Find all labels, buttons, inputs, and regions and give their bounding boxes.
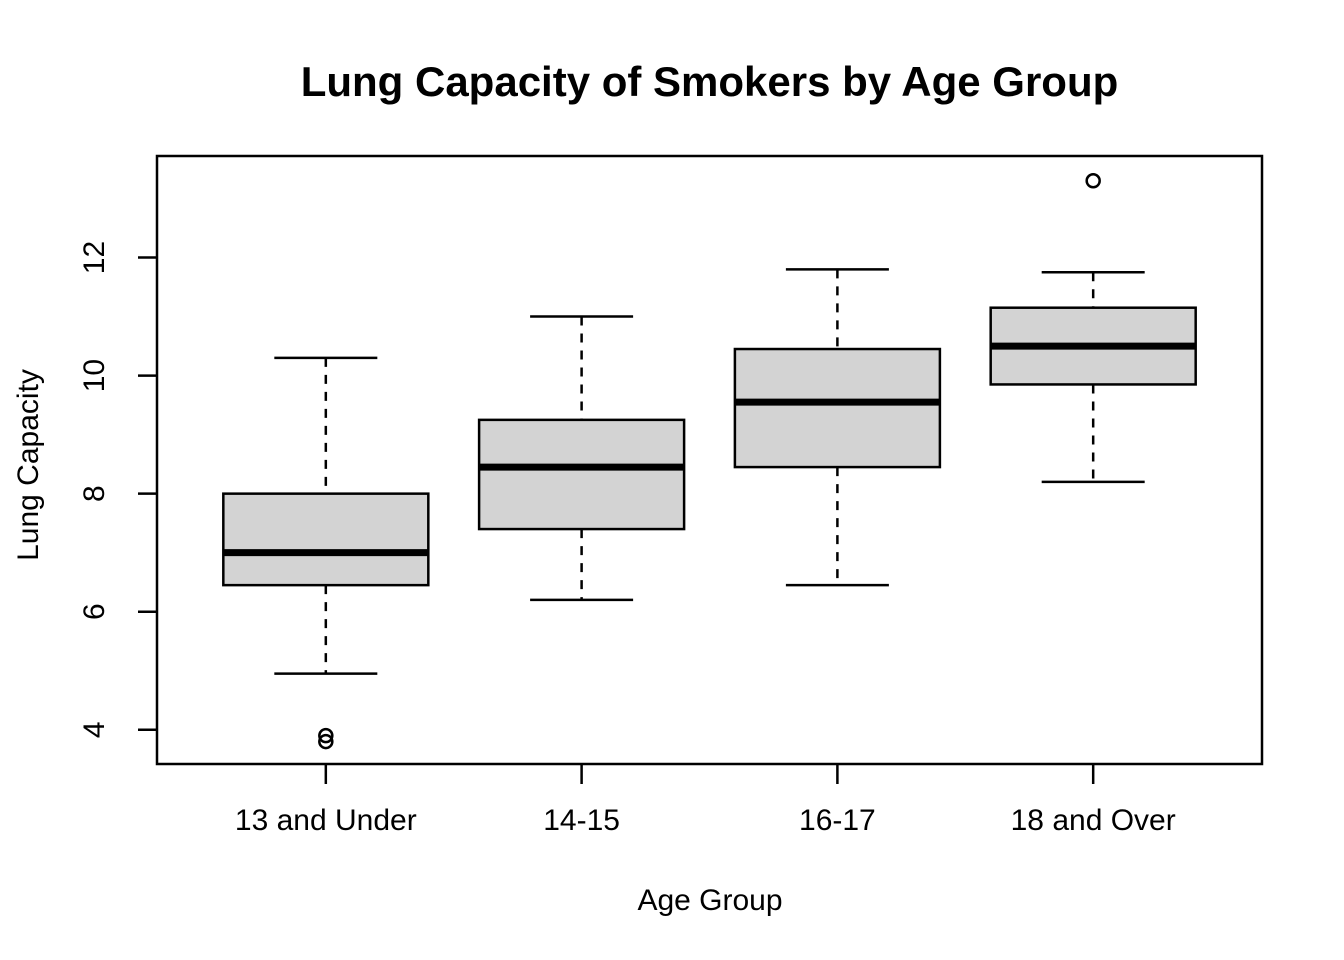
x-axis-tick-label: 16-17 (799, 804, 876, 837)
y-axis-tick-label: 10 (78, 359, 111, 392)
y-axis-tick-label: 8 (78, 485, 111, 502)
x-axis-tick-label: 18 and Over (1011, 804, 1176, 837)
box-group-3 (733, 268, 942, 587)
chart-title: Lung Capacity of Smokers by Age Group (301, 58, 1119, 105)
outlier-point (318, 733, 334, 750)
iqr-box (733, 347, 942, 469)
x-axis-tick-label: 14-15 (543, 804, 620, 837)
iqr-box (477, 418, 686, 531)
y-axis-tick-label: 6 (78, 603, 111, 620)
boxes (222, 173, 1197, 750)
x-axis-tick-label: 13 and Under (235, 804, 417, 837)
iqr-box (222, 492, 430, 587)
box-group-1 (222, 356, 430, 750)
y-axis: 4 6 8 10 12 (78, 241, 157, 738)
outlier-point (318, 727, 334, 744)
x-axis: 13 and Under 14-15 16-17 18 and Over (235, 764, 1176, 837)
y-axis-label: Lung Capacity (12, 369, 45, 561)
y-axis-tick-label: 4 (78, 721, 111, 738)
x-axis-label: Age Group (637, 884, 782, 917)
plot-area-border (155, 154, 1264, 766)
box-group-4 (989, 173, 1197, 484)
y-axis-tick-label: 12 (78, 241, 111, 274)
outlier-point (1085, 173, 1101, 189)
box-group-2 (477, 315, 686, 602)
